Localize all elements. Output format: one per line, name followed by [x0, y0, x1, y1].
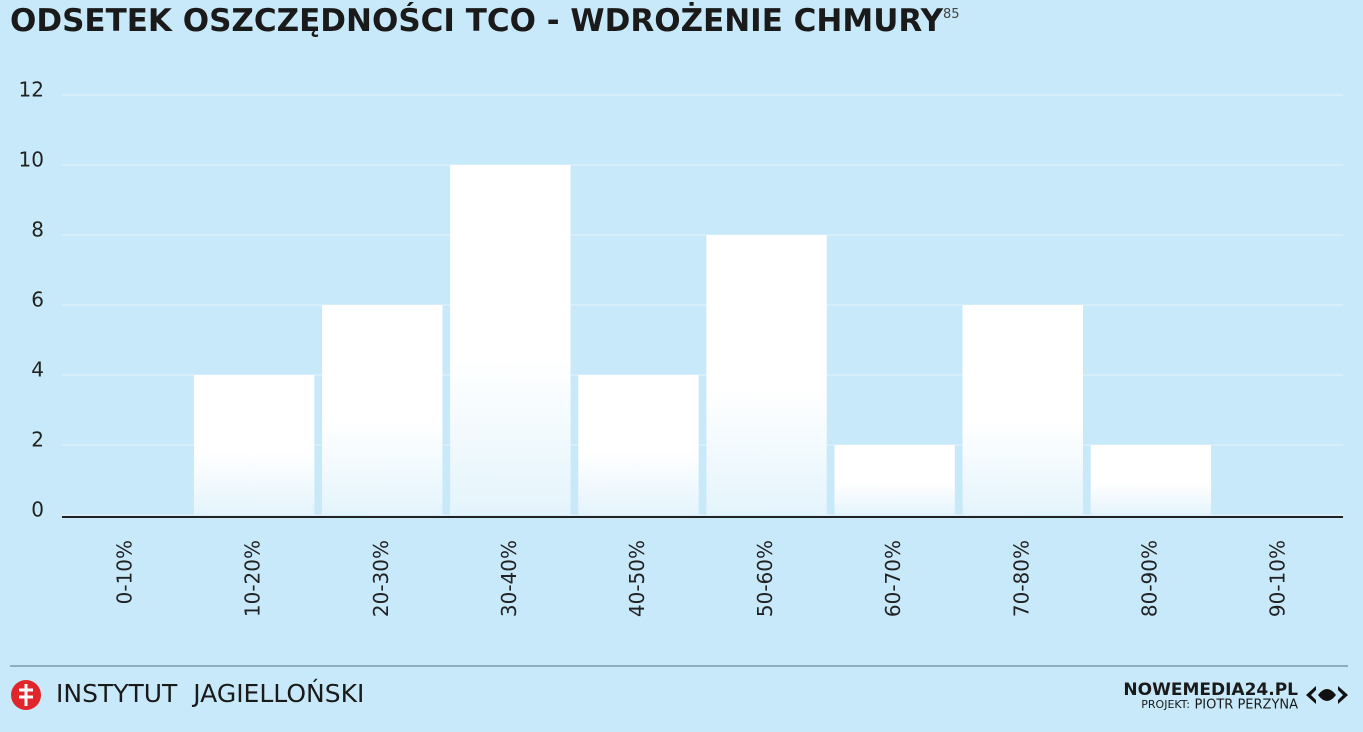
title-note: 85: [943, 7, 960, 22]
bar: [1090, 445, 1212, 515]
y-tick-label: 10: [19, 148, 44, 172]
x-tick-label: 90-10%: [1265, 540, 1289, 617]
x-tick-label: 10-20%: [241, 540, 265, 617]
footer-left: INSTYTUT JAGIELLOŃSKI: [56, 679, 364, 708]
footer-brand: NOWEMEDIA24.PL: [1123, 680, 1298, 700]
bar: [706, 235, 827, 515]
logo-mark: [19, 684, 33, 706]
y-tick-label: 8: [31, 218, 44, 242]
chart-title: ODSETEK OSZCZĘDNOŚCI TCO - WDROŻENIE CHM…: [10, 2, 960, 39]
brand-icon: [1306, 686, 1348, 704]
bar: [193, 375, 315, 515]
footer-author: PIOTR PERZYNA: [1194, 698, 1298, 713]
bar: [450, 165, 571, 515]
x-tick-label: 70-80%: [1009, 540, 1033, 617]
bar: [834, 445, 955, 515]
x-tick-label: 80-90%: [1137, 540, 1161, 617]
bar: [962, 305, 1083, 515]
x-tick-label: 0-10%: [113, 540, 137, 604]
x-tick-label: 30-40%: [497, 540, 521, 617]
x-tick-label: 50-60%: [753, 540, 777, 617]
y-tick-label: 6: [31, 288, 44, 312]
x-tick-label: 20-30%: [369, 540, 393, 617]
y-tick-label: 12: [19, 78, 44, 102]
title-text: ODSETEK OSZCZĘDNOŚCI TCO - WDROŻENIE CHM…: [10, 2, 944, 39]
x-tick-label: 60-70%: [881, 540, 905, 617]
footer-project: PROJEKT:: [1141, 698, 1190, 711]
y-tick-label: 4: [31, 358, 44, 382]
bar: [578, 375, 699, 515]
x-tick-label: 40-50%: [625, 540, 649, 617]
y-tick-label: 0: [31, 498, 44, 522]
y-tick-label: 2: [31, 428, 44, 452]
bar: [322, 305, 443, 515]
